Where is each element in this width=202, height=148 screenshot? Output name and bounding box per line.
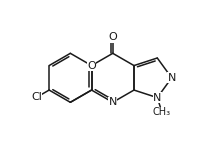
Text: Cl: Cl [31, 92, 42, 102]
Text: CH₃: CH₃ [152, 107, 170, 117]
Text: O: O [87, 61, 96, 71]
Text: N: N [152, 93, 161, 103]
Text: O: O [108, 32, 117, 42]
Text: N: N [167, 73, 175, 83]
Text: N: N [108, 97, 116, 107]
